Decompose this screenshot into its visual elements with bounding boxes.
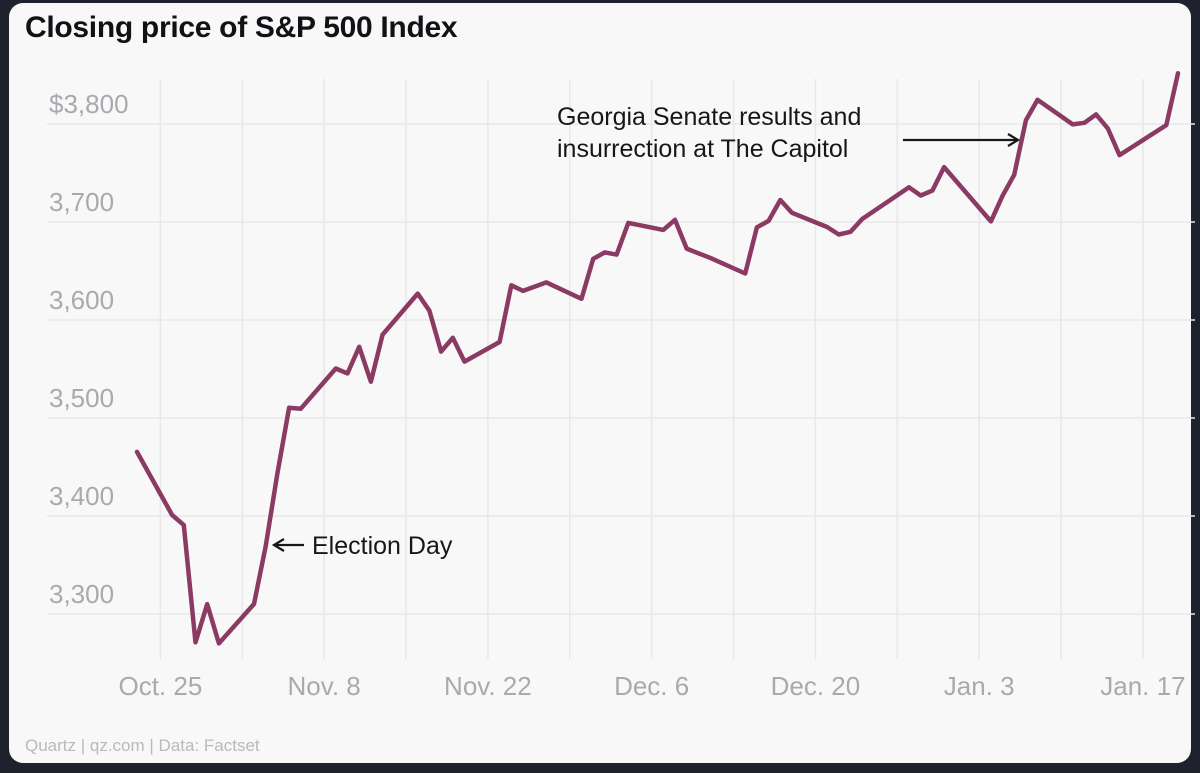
- y-tick-label: 3,400: [49, 481, 114, 511]
- y-tick-label: 3,300: [49, 579, 114, 609]
- annotation-text-georgia-senate-capitol: Georgia Senate results and: [557, 103, 861, 131]
- chart-svg: $3,800 3,700 3,600 3,500 3,400 3,300 Oct. 25 No…: [47, 70, 1195, 701]
- annotation-arrowhead-georgia-senate-capitol: [1007, 133, 1021, 147]
- x-tick-label: Dec. 20: [771, 671, 861, 701]
- source-credit: Quartz | qz.com | Data: Factset: [25, 736, 260, 755]
- x-tick-label: Dec. 6: [614, 671, 689, 701]
- x-tick-label: Jan. 3: [944, 671, 1015, 701]
- x-tick-label: Nov. 8: [288, 671, 361, 701]
- y-tick-label: 3,500: [49, 383, 114, 413]
- price-line: [134, 70, 1181, 646]
- y-tick-label: $3,800: [49, 89, 129, 119]
- x-tick-label: Nov. 22: [444, 671, 532, 701]
- annotation-text-georgia-senate-capitol: insurrection at The Capitol: [557, 135, 848, 163]
- chart-title: Closing price of S&P 500 Index: [25, 11, 458, 44]
- x-tick-label: Oct. 25: [118, 671, 202, 701]
- chart-card: Closing price of S&P 500 Index $3,800 3,7…: [9, 3, 1195, 763]
- y-tick-label: 3,600: [49, 285, 114, 315]
- annotation-arrowhead-election-day: [271, 538, 285, 552]
- x-tick-label: Jan. 17: [1100, 671, 1185, 701]
- y-tick-label: 3,700: [49, 187, 114, 217]
- annotation-text-election-day: Election Day: [312, 532, 453, 560]
